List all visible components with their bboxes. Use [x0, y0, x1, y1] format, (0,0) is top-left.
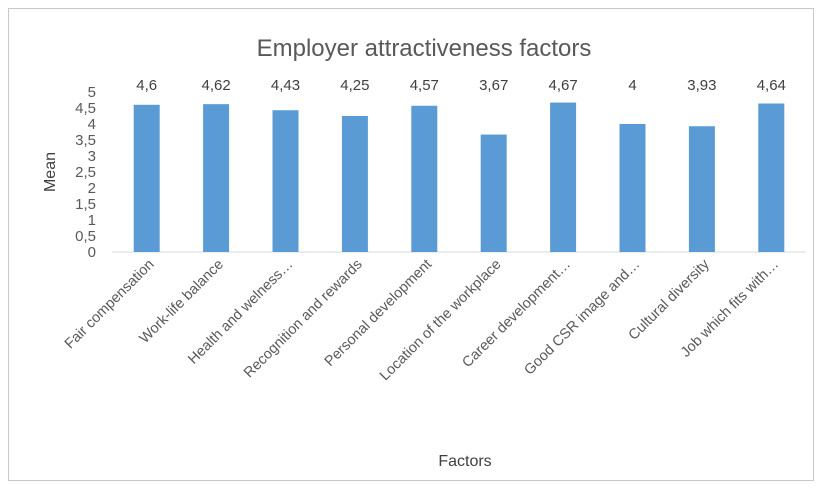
bar: [203, 104, 230, 252]
data-label: 4,57: [410, 77, 439, 94]
category-label: Location of the workplace: [377, 257, 505, 385]
y-tick-label: 0: [88, 244, 96, 261]
y-tick-label: 4: [88, 116, 96, 133]
bar: [272, 110, 299, 253]
data-labels: 4,6 4,62 4,43 4,25 4,57 3,67 4,67 4 3,93 4,64: [136, 77, 786, 94]
data-label: 3,93: [687, 77, 716, 94]
y-tick-label: 1,5: [75, 196, 96, 213]
data-label: 4,25: [340, 77, 369, 94]
bar: [341, 116, 368, 252]
bar-chart: Employer attractiveness factors Mean Fac…: [42, 35, 806, 470]
bar: [480, 134, 507, 252]
bar: [688, 126, 715, 252]
y-tick-label: 4,5: [75, 100, 96, 117]
bar: [133, 104, 160, 252]
y-tick-label: 3: [88, 148, 96, 165]
data-label: 4,64: [757, 77, 786, 94]
data-label: 4,62: [201, 77, 230, 94]
bar: [411, 105, 438, 252]
chart-title: Employer attractiveness factors: [257, 35, 592, 62]
y-tick-label: 2: [88, 180, 96, 197]
bar: [619, 124, 646, 252]
y-tick-label: 1: [88, 212, 96, 229]
y-tick-label: 2,5: [75, 164, 96, 181]
x-axis-title: Factors: [438, 453, 491, 470]
bar: [758, 103, 785, 253]
data-label: 4: [628, 77, 636, 94]
data-label: 4,43: [271, 77, 300, 94]
y-axis-title: Mean: [42, 152, 59, 192]
category-label: Recognition and rewards: [241, 257, 366, 382]
y-tick-label: 3,5: [75, 132, 96, 149]
data-label: 3,67: [479, 77, 508, 94]
data-label: 4,6: [136, 77, 157, 94]
y-tick-label: 0,5: [75, 228, 96, 245]
bars: [133, 102, 785, 253]
category-label: Good CSR image and…: [521, 257, 643, 379]
data-label: 4,67: [548, 77, 577, 94]
y-axis-ticks: 00,511,522,533,544,55: [75, 84, 96, 261]
y-tick-label: 5: [88, 84, 96, 101]
chart-frame: Employer attractiveness factors Mean Fac…: [8, 8, 814, 481]
bar: [550, 102, 577, 252]
